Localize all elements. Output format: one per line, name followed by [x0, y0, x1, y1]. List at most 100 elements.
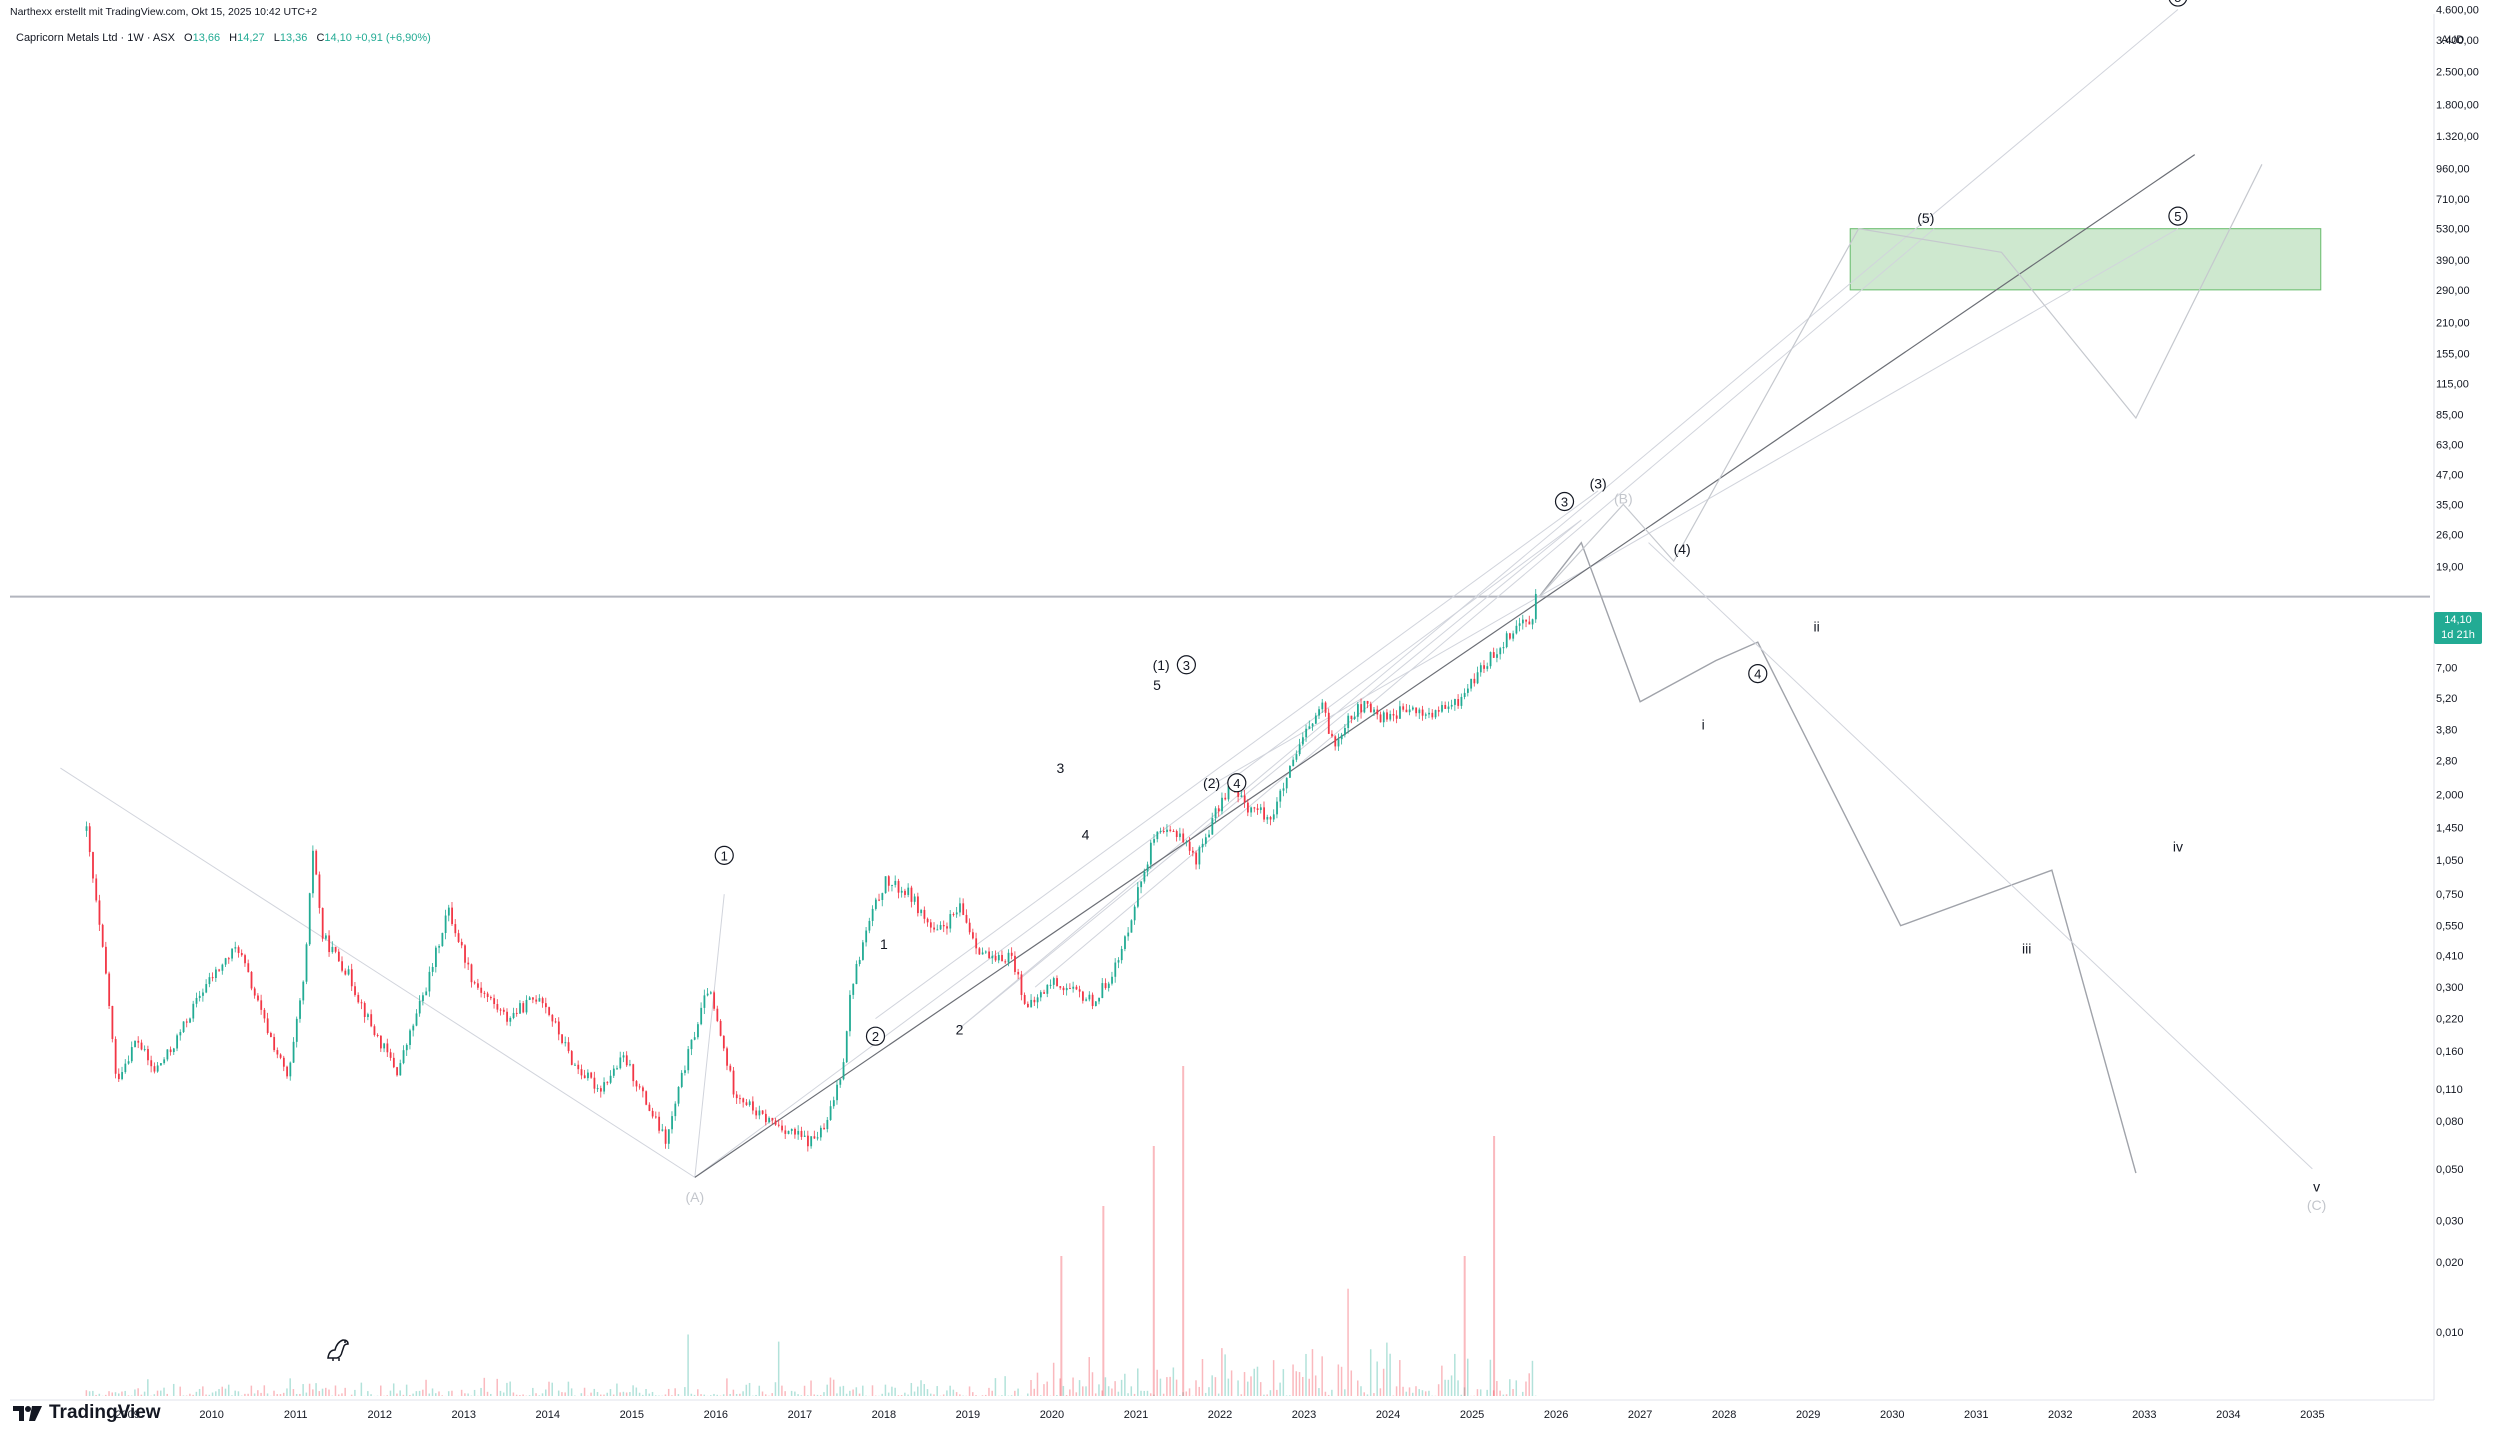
candle-body — [813, 1136, 816, 1139]
volume-bar — [616, 1383, 618, 1396]
candle-body — [237, 947, 240, 954]
volume-bar — [842, 1385, 845, 1396]
currency-label[interactable]: AUD — [2441, 34, 2465, 46]
volume-bar — [1250, 1376, 1252, 1396]
candle-body — [1263, 807, 1265, 820]
candle-body — [435, 947, 437, 967]
volume-bar — [189, 1393, 191, 1396]
volume-bar — [671, 1395, 673, 1396]
candle-body — [1499, 648, 1502, 655]
dino-icon[interactable] — [325, 1334, 351, 1362]
volume-bar — [697, 1389, 699, 1396]
volume-bar — [1509, 1379, 1511, 1396]
candle-body — [1056, 978, 1058, 987]
wave-label: (A) — [685, 1189, 704, 1205]
last-price-value: 14,10 — [2444, 614, 2472, 626]
volume-bar — [1208, 1387, 1210, 1396]
volume-bar — [732, 1389, 735, 1396]
tradingview-brand[interactable]: TradingView — [12, 1402, 161, 1424]
candle-body — [473, 982, 476, 984]
volume-bar — [832, 1379, 835, 1396]
volume-bar — [1272, 1360, 1275, 1396]
candle-body — [929, 922, 932, 928]
candle-body — [1457, 699, 1460, 706]
volume-bar — [1062, 1385, 1065, 1396]
volume-bar — [224, 1388, 227, 1396]
candle-body — [312, 850, 314, 894]
volume-bar — [279, 1394, 282, 1396]
volume-bar — [1382, 1368, 1385, 1396]
candle-body — [1305, 728, 1308, 738]
candle-body — [1366, 700, 1369, 704]
candle-body — [1085, 999, 1088, 1001]
y-tick-label: 530,00 — [2436, 224, 2470, 236]
volume-bar — [580, 1393, 583, 1396]
candle-body — [1247, 802, 1249, 813]
x-tick-label: 2027 — [1628, 1409, 1652, 1421]
candle-body — [425, 991, 428, 996]
wave-label: (B) — [1614, 491, 1633, 507]
volume-bar — [1402, 1386, 1404, 1396]
candle-body — [1483, 665, 1485, 669]
candle-body — [101, 924, 104, 947]
candle-body — [1237, 788, 1240, 797]
volume-bar — [819, 1395, 822, 1396]
volume-bar — [690, 1393, 693, 1396]
candle-body — [1098, 997, 1101, 1002]
volume-bar — [321, 1388, 324, 1396]
volume-bar — [1030, 1379, 1032, 1396]
volume-bar — [344, 1387, 346, 1396]
candle-body — [1531, 619, 1534, 625]
candle-body — [295, 1018, 298, 1042]
candle-body — [1166, 829, 1168, 832]
candle-body — [121, 1072, 124, 1080]
candle-body — [1466, 688, 1469, 693]
volume-bar — [1415, 1386, 1417, 1396]
candle-body — [1279, 790, 1282, 802]
volume-bar — [250, 1385, 253, 1396]
candle-body — [412, 1025, 415, 1031]
volume-bar — [541, 1393, 544, 1396]
candle-body — [1088, 994, 1091, 1000]
symbol-name[interactable]: Capricorn Metals Ltd · 1W · ASX — [16, 32, 175, 44]
candle-body — [600, 1088, 602, 1092]
volume-bar — [490, 1393, 492, 1396]
volume-bar — [839, 1386, 841, 1396]
candle-body — [143, 1049, 146, 1051]
volume-bar — [1169, 1376, 1171, 1396]
candle-body — [1492, 652, 1495, 658]
candle-body — [399, 1063, 402, 1076]
candle-body — [1285, 777, 1288, 789]
candle-body — [218, 969, 221, 971]
volume-bar — [1263, 1394, 1265, 1396]
candle-body — [1298, 744, 1301, 755]
volume-bar — [1256, 1366, 1259, 1396]
candle-body — [140, 1042, 143, 1050]
candle-body — [344, 970, 347, 975]
candle-body — [881, 893, 884, 900]
volume-bar — [108, 1391, 110, 1396]
volume-bar — [1373, 1393, 1375, 1396]
volume-bar — [1493, 1136, 1496, 1396]
volume-bar — [609, 1389, 612, 1396]
volume-bar — [528, 1395, 531, 1396]
candle-body — [160, 1063, 162, 1066]
y-tick-label: 0,110 — [2436, 1084, 2463, 1096]
volume-bar — [774, 1382, 777, 1396]
volume-bar — [813, 1394, 816, 1396]
candle-body — [997, 954, 1000, 961]
volume-bar — [266, 1393, 269, 1396]
volume-bar — [389, 1390, 392, 1396]
volume-bar — [1046, 1381, 1048, 1396]
candle-body — [347, 969, 350, 975]
candle-body — [790, 1128, 793, 1131]
candle-body — [642, 1087, 644, 1092]
y-tick-label: 210,00 — [2436, 318, 2470, 330]
volume-bar — [1185, 1391, 1188, 1396]
volume-bar — [1496, 1381, 1498, 1396]
volume-bar — [1276, 1389, 1278, 1396]
volume-bar — [1295, 1371, 1298, 1396]
target-zone-box — [1849, 228, 2322, 291]
wave-label-circle — [865, 1026, 886, 1046]
